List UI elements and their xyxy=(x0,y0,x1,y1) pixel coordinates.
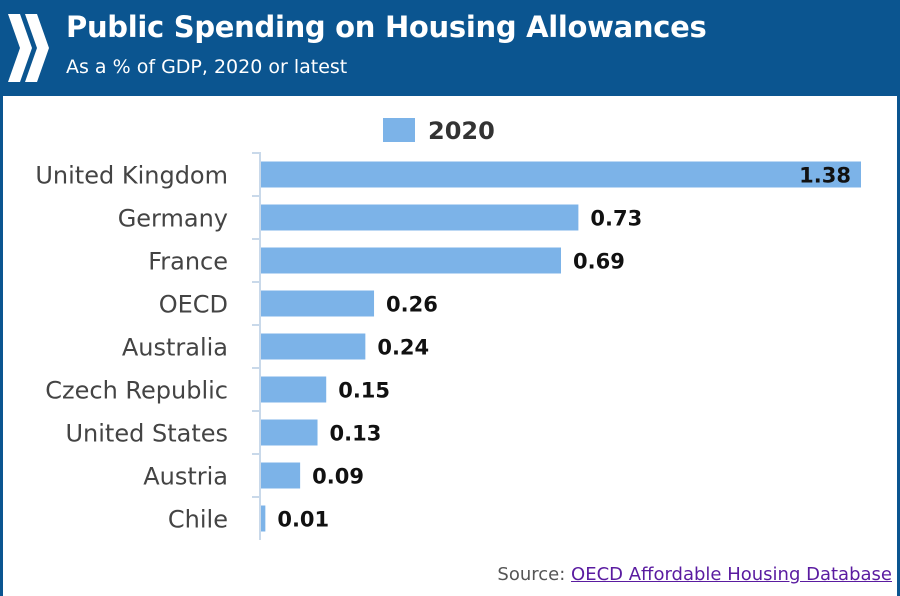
category-label-chile: Chile xyxy=(168,506,228,534)
category-label-austria: Austria xyxy=(143,463,228,491)
value-label-australia: 0.24 xyxy=(377,336,429,360)
value-label-united-kingdom: 1.38 xyxy=(799,164,851,188)
value-label-austria: 0.09 xyxy=(312,465,364,489)
category-label-united-states: United States xyxy=(65,420,228,448)
chart-subtitle: As a % of GDP, 2020 or latest xyxy=(66,56,348,78)
value-label-france: 0.69 xyxy=(573,250,625,274)
category-label-france: France xyxy=(148,248,228,276)
value-labels: 1.38 0.73 0.69 0.26 0.24 0.15 0.13 0.09 0.01 xyxy=(277,164,851,532)
value-label-chile: 0.01 xyxy=(277,508,329,532)
category-label-czech-republic: Czech Republic xyxy=(45,377,228,405)
source-link[interactable]: OECD Affordable Housing Database xyxy=(571,564,892,585)
chart-legend[interactable]: 2020 xyxy=(383,117,495,145)
category-label-united-kingdom: United Kingdom xyxy=(35,162,228,190)
bar-france[interactable] xyxy=(261,247,561,274)
source-note: Source: OECD Affordable Housing Database xyxy=(497,564,892,585)
bar-chile[interactable] xyxy=(261,505,266,532)
category-labels: United Kingdom Germany France OECD Australia… xyxy=(35,162,228,534)
bar-oecd[interactable] xyxy=(261,290,375,317)
source-prefix: Source: xyxy=(497,564,572,585)
chart-frame xyxy=(0,96,900,596)
category-label-germany: Germany xyxy=(118,205,228,233)
chart-title: Public Spending on Housing Allowances xyxy=(66,10,707,44)
legend-swatch-2020 xyxy=(383,118,415,142)
bar-czech-republic[interactable] xyxy=(261,376,327,403)
bar-austria[interactable] xyxy=(261,462,301,489)
category-label-oecd: OECD xyxy=(159,291,228,319)
bar-germany[interactable] xyxy=(261,204,579,231)
category-axis-ticks xyxy=(252,152,260,498)
oecd-logo-icon xyxy=(8,14,49,82)
value-label-czech-republic: 0.15 xyxy=(338,379,390,403)
category-label-australia: Australia xyxy=(122,334,228,362)
value-label-oecd: 0.26 xyxy=(386,293,438,317)
bar-australia[interactable] xyxy=(261,333,366,360)
bar-united-kingdom[interactable] xyxy=(261,161,861,188)
bars xyxy=(261,161,861,532)
value-label-germany: 0.73 xyxy=(590,207,642,231)
bar-united-states[interactable] xyxy=(261,419,318,446)
value-label-united-states: 0.13 xyxy=(330,422,382,446)
legend-label-2020: 2020 xyxy=(428,117,495,145)
chart-header: Public Spending on Housing Allowances As… xyxy=(0,0,900,96)
